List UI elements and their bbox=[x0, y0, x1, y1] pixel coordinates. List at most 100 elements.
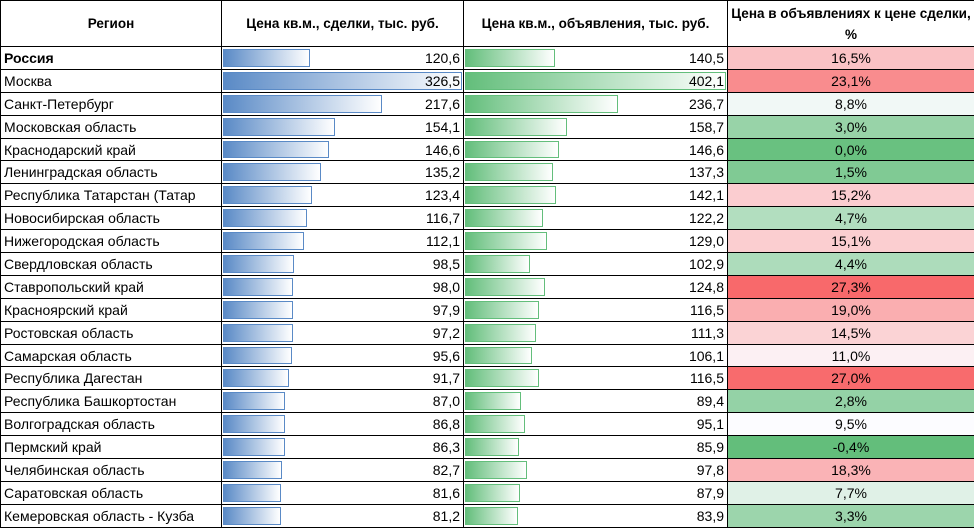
ratio-value: 15,2% bbox=[831, 187, 871, 203]
deal-price-value: 120,6 bbox=[425, 50, 460, 66]
deal-price-value: 135,2 bbox=[425, 164, 460, 180]
ad-price-value: 158,7 bbox=[689, 119, 724, 135]
ad-price-bar bbox=[465, 141, 559, 159]
region-cell: Свердловская область bbox=[1, 253, 222, 276]
region-name: Санкт-Петербург bbox=[4, 96, 114, 112]
region-cell: Россия bbox=[1, 47, 222, 70]
ad-price-cell: 83,9 bbox=[464, 504, 728, 527]
deal-price-cell: 154,1 bbox=[222, 115, 464, 138]
deal-price-value: 91,7 bbox=[433, 370, 460, 386]
deal-price-bar bbox=[223, 163, 321, 181]
ad-price-cell: 129,0 bbox=[464, 230, 728, 253]
deal-price-value: 116,7 bbox=[426, 210, 460, 226]
region-name: Пермский край bbox=[4, 439, 101, 455]
ratio-cell: 3,0% bbox=[728, 115, 974, 138]
deal-price-bar bbox=[223, 49, 310, 67]
deal-price-bar bbox=[223, 461, 282, 479]
header-row: Регион Цена кв.м., сделки, тыс. руб. Цен… bbox=[1, 1, 974, 47]
deal-price-cell: 97,9 bbox=[222, 298, 464, 321]
region-cell: Ростовская область bbox=[1, 321, 222, 344]
ratio-value: 9,5% bbox=[835, 416, 867, 432]
deal-price-value: 97,9 bbox=[433, 302, 460, 318]
ratio-value: 3,3% bbox=[835, 508, 867, 524]
ad-price-bar bbox=[465, 461, 527, 479]
region-cell: Саратовская область bbox=[1, 481, 222, 504]
deal-price-value: 82,7 bbox=[433, 462, 460, 478]
header-ratio: Цена в объявлениях к цене сделки, % bbox=[728, 1, 974, 47]
ratio-value: 27,3% bbox=[831, 279, 871, 295]
ratio-cell: 15,1% bbox=[728, 230, 974, 253]
deal-price-bar bbox=[223, 507, 281, 525]
region-cell: Московская область bbox=[1, 115, 222, 138]
ad-price-value: 102,9 bbox=[689, 256, 724, 272]
ad-price-bar bbox=[465, 278, 545, 296]
deal-price-cell: 112,1 bbox=[222, 230, 464, 253]
ratio-value: 3,0% bbox=[835, 119, 867, 135]
ratio-cell: -0,4% bbox=[728, 436, 974, 459]
ad-price-cell: 140,5 bbox=[464, 47, 728, 70]
deal-price-bar bbox=[223, 438, 285, 456]
ratio-value: 0,0% bbox=[835, 142, 867, 158]
ad-price-cell: 111,3 bbox=[464, 321, 728, 344]
deal-price-cell: 95,6 bbox=[222, 344, 464, 367]
deal-price-value: 97,2 bbox=[433, 325, 460, 341]
region-cell: Пермский край bbox=[1, 436, 222, 459]
region-cell: Кемеровская область - Кузба bbox=[1, 504, 222, 527]
ad-price-cell: 137,3 bbox=[464, 161, 728, 184]
deal-price-cell: 120,6 bbox=[222, 47, 464, 70]
deal-price-cell: 82,7 bbox=[222, 459, 464, 482]
ad-price-cell: 85,9 bbox=[464, 436, 728, 459]
region-name: Волгоградская область bbox=[4, 416, 155, 432]
deal-price-cell: 135,2 bbox=[222, 161, 464, 184]
ratio-cell: 23,1% bbox=[728, 69, 974, 92]
ratio-cell: 2,8% bbox=[728, 390, 974, 413]
ad-price-bar bbox=[465, 484, 520, 502]
ad-price-cell: 402,1 bbox=[464, 69, 728, 92]
deal-price-value: 123,4 bbox=[425, 187, 460, 203]
ratio-value: 14,5% bbox=[831, 325, 871, 341]
ad-price-value: 106,1 bbox=[689, 348, 724, 364]
deal-price-bar bbox=[223, 278, 293, 296]
table-row: Московская область 154,1 158,7 3,0% bbox=[1, 115, 974, 138]
deal-price-cell: 123,4 bbox=[222, 184, 464, 207]
ad-price-cell: 122,2 bbox=[464, 207, 728, 230]
region-name: Ленинградская область bbox=[4, 164, 158, 180]
deal-price-cell: 146,6 bbox=[222, 138, 464, 161]
deal-price-value: 146,6 bbox=[425, 142, 460, 158]
deal-price-bar bbox=[223, 95, 382, 113]
ad-price-value: 122,2 bbox=[689, 210, 724, 226]
ratio-value: 19,0% bbox=[831, 302, 871, 318]
deal-price-value: 154,1 bbox=[425, 119, 460, 135]
ad-price-cell: 89,4 bbox=[464, 390, 728, 413]
region-name: Новосибирская область bbox=[4, 210, 160, 226]
ratio-cell: 0,0% bbox=[728, 138, 974, 161]
ratio-value: 4,7% bbox=[835, 210, 867, 226]
ad-price-value: 124,8 bbox=[689, 279, 724, 295]
deal-price-bar bbox=[223, 415, 285, 433]
region-cell: Санкт-Петербург bbox=[1, 92, 222, 115]
region-name: Нижегородская область bbox=[4, 233, 160, 249]
region-name: Самарская область bbox=[4, 348, 132, 364]
ratio-cell: 18,3% bbox=[728, 459, 974, 482]
ad-price-bar bbox=[465, 209, 543, 227]
deal-price-cell: 81,6 bbox=[222, 481, 464, 504]
ad-price-bar bbox=[465, 49, 555, 67]
region-name: Республика Башкортостан bbox=[4, 393, 176, 409]
ad-price-bar bbox=[465, 118, 567, 136]
ad-price-value: 236,7 bbox=[689, 96, 724, 112]
ratio-cell: 1,5% bbox=[728, 161, 974, 184]
region-cell: Волгоградская область bbox=[1, 413, 222, 436]
ratio-value: 8,8% bbox=[835, 96, 867, 112]
region-name: Саратовская область bbox=[4, 485, 143, 501]
ad-price-bar bbox=[465, 232, 547, 250]
